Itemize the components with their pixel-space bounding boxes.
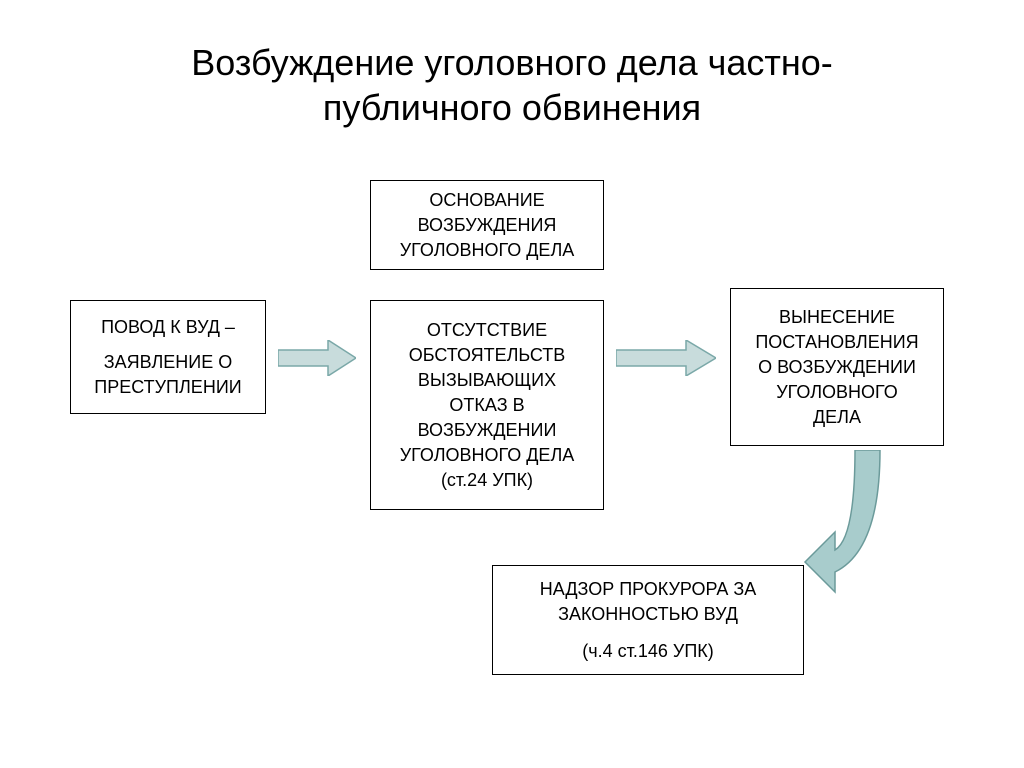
arrow-curve-down-icon [800,450,910,615]
box-ruling-l1: ВЫНЕСЕНИЕ [779,307,895,328]
diagram-title: Возбуждение уголовного дела частно- публ… [0,40,1024,130]
box-basis-l3: УГОЛОВНОГО ДЕЛА [400,240,575,261]
box-absence-l2: ОБСТОЯТЕЛЬСТВ [409,345,565,366]
box-ruling-l3: О ВОЗБУЖДЕНИИ [758,357,916,378]
box-reason: ПОВОД К ВУД – ЗАЯВЛЕНИЕ О ПРЕСТУПЛЕНИИ [70,300,266,414]
box-absence-l7: (ст.24 УПК) [441,470,533,491]
title-line1: Возбуждение уголовного дела частно- [0,40,1024,85]
box-absence-l3: ВЫЗЫВАЮЩИХ [418,370,556,391]
box-reason-l1: ПОВОД К ВУД – [101,317,235,338]
box-ruling-l4: УГОЛОВНОГО [776,382,898,403]
box-ruling-l5: ДЕЛА [813,407,861,428]
box-supervision-l3: (ч.4 ст.146 УПК) [582,641,714,662]
box-basis-l2: ВОЗБУЖДЕНИЯ [418,215,557,236]
box-ruling: ВЫНЕСЕНИЕ ПОСТАНОВЛЕНИЯ О ВОЗБУЖДЕНИИ УГ… [730,288,944,446]
box-absence-l5: ВОЗБУЖДЕНИИ [418,420,557,441]
box-ruling-l2: ПОСТАНОВЛЕНИЯ [755,332,918,353]
box-supervision-l1: НАДЗОР ПРОКУРОРА ЗА [540,579,756,600]
box-supervision: НАДЗОР ПРОКУРОРА ЗА ЗАКОННОСТЬЮ ВУД (ч.4… [492,565,804,675]
box-absence-l4: ОТКАЗ В [449,395,524,416]
title-line2: публичного обвинения [0,85,1024,130]
arrow-right-2-icon [616,340,716,376]
box-absence-l1: ОТСУТСТВИЕ [427,320,547,341]
box-absence: ОТСУТСТВИЕ ОБСТОЯТЕЛЬСТВ ВЫЗЫВАЮЩИХ ОТКА… [370,300,604,510]
box-supervision-l2: ЗАКОННОСТЬЮ ВУД [558,604,738,625]
box-reason-l2: ЗАЯВЛЕНИЕ О [104,352,232,373]
box-basis: ОСНОВАНИЕ ВОЗБУЖДЕНИЯ УГОЛОВНОГО ДЕЛА [370,180,604,270]
box-absence-l6: УГОЛОВНОГО ДЕЛА [400,445,575,466]
arrow-right-1-icon [278,340,356,376]
box-reason-l3: ПРЕСТУПЛЕНИИ [94,377,241,398]
box-basis-l1: ОСНОВАНИЕ [429,190,544,211]
